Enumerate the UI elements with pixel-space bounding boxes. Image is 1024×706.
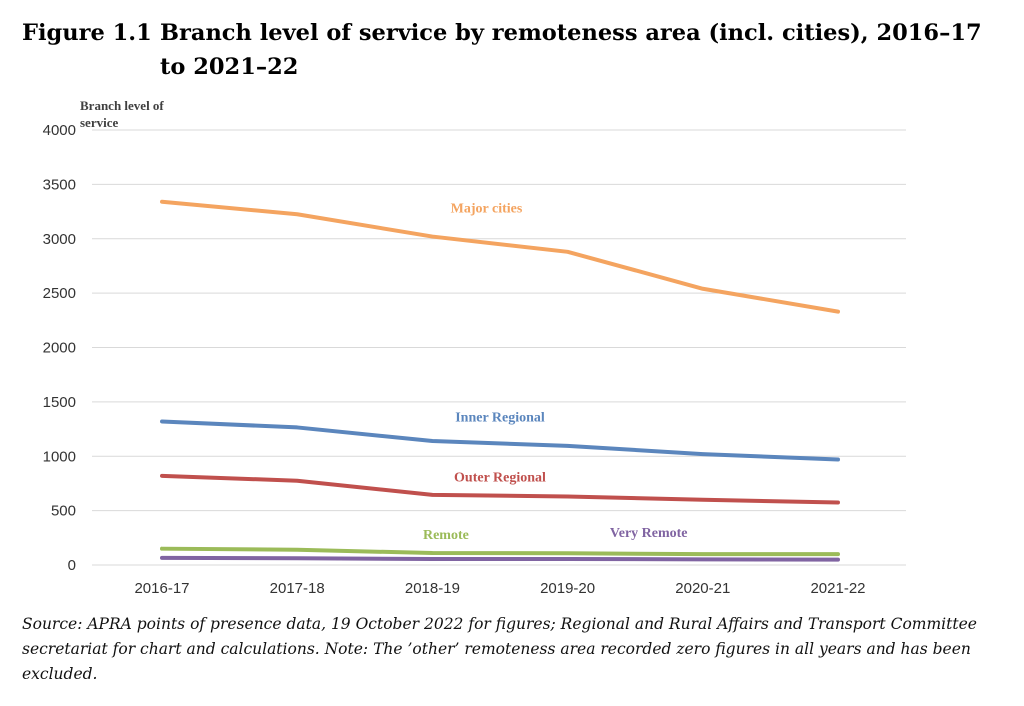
- y-tick-label: 3500: [43, 176, 76, 193]
- y-tick-label: 1000: [43, 448, 76, 465]
- y-tick-label: 0: [68, 557, 76, 574]
- line-chart: 0 500 1000 1500 2000 2500 3000 3500 4000 Branch l…: [43, 98, 906, 597]
- figure-title: Branch level of service by remoteness ar…: [160, 20, 982, 80]
- y-tick-label: 2500: [43, 285, 76, 302]
- figure-heading: Figure 1.1 Branch level of service by re…: [22, 16, 1012, 84]
- y-axis-title: Branch level of: [80, 98, 164, 113]
- x-tick-label: 2016-17: [134, 580, 189, 597]
- x-tick-label: 2020-21: [675, 580, 730, 597]
- series-line-major-cities: [160, 199, 840, 314]
- series-line-very-remote: [160, 555, 840, 562]
- series-label-very-remote: Very Remote: [610, 526, 688, 541]
- y-tick-label: 1500: [43, 394, 76, 411]
- y-tick-label: 500: [51, 503, 76, 520]
- figure-number: Figure 1.1: [22, 20, 152, 46]
- series-line-outer-regional: [160, 473, 840, 505]
- series-label-outer-regional: Outer Regional: [454, 471, 546, 486]
- x-tick-label: 2021-22: [810, 580, 865, 597]
- series-label-major-cities: Major cities: [451, 202, 523, 217]
- x-tick-label: 2019-20: [540, 580, 595, 597]
- series-line-remote: [160, 546, 840, 557]
- series-line-inner-regional: [160, 419, 840, 462]
- x-tick-label: 2017-18: [270, 580, 325, 597]
- y-axis-title: service: [80, 115, 118, 130]
- x-tick-label: 2018-19: [405, 580, 460, 597]
- series-label-remote: Remote: [423, 528, 469, 543]
- series-label-inner-regional: Inner Regional: [455, 410, 545, 425]
- y-tick-label: 3000: [43, 231, 76, 248]
- source-note: Source: APRA points of presence data, 19…: [22, 615, 977, 683]
- y-tick-label: 4000: [43, 122, 76, 139]
- y-tick-label: 2000: [43, 340, 76, 357]
